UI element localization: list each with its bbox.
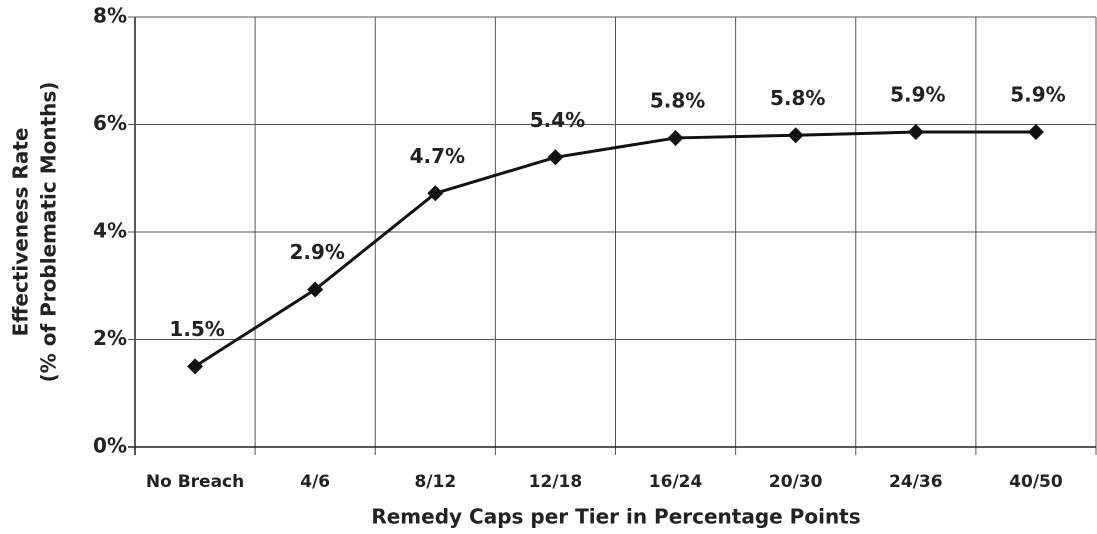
data-point: [547, 149, 564, 166]
y-tick-label: 2%: [93, 326, 127, 350]
y-axis-title: Effectiveness Rate: [9, 128, 33, 337]
x-tick-label: No Breach: [146, 472, 244, 492]
data-label: 5.8%: [770, 86, 825, 110]
x-tick-label: 4/6: [300, 472, 330, 492]
y-tick-label: 8%: [93, 4, 127, 28]
y-tick-label: 6%: [93, 111, 127, 135]
x-axis-title: Remedy Caps per Tier in Percentage Point…: [371, 505, 860, 529]
x-tick-label: 40/50: [1009, 472, 1063, 492]
data-label: 5.9%: [890, 83, 945, 107]
y-tick-label: 4%: [93, 219, 127, 243]
y-axis-title: (% of Problematic Months): [37, 82, 61, 383]
y-tick-label: 0%: [93, 434, 127, 458]
x-tick-label: 24/36: [889, 472, 943, 492]
x-tick-label: 8/12: [414, 472, 456, 492]
data-point: [307, 281, 324, 298]
data-label: 2.9%: [289, 240, 344, 264]
x-tick-label: 20/30: [769, 472, 823, 492]
data-point: [427, 185, 444, 202]
data-point: [1027, 124, 1044, 141]
data-label: 4.7%: [410, 144, 465, 168]
data-label: 1.5%: [169, 317, 224, 341]
data-label: 5.9%: [1010, 83, 1065, 107]
data-point: [667, 129, 684, 146]
data-label: 5.8%: [650, 88, 705, 112]
x-tick-label: 16/24: [649, 472, 703, 492]
x-tick-label: 12/18: [529, 472, 583, 492]
data-point: [907, 124, 924, 141]
data-line: [194, 130, 1036, 368]
data-point: [187, 358, 204, 375]
data-label: 5.4%: [530, 108, 585, 132]
data-point: [787, 127, 804, 144]
